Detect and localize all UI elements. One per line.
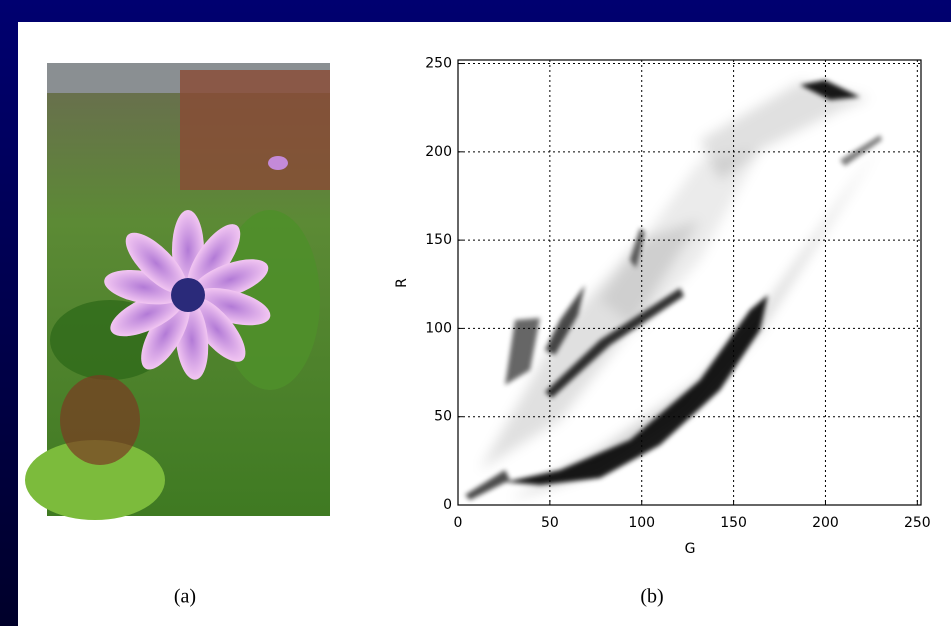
y-tick-label: 200 — [425, 144, 452, 160]
y-tick-label: 150 — [425, 232, 452, 248]
photo — [25, 63, 330, 520]
x-tick-label: 100 — [628, 515, 655, 531]
x-tick-label: 250 — [904, 515, 931, 531]
x-tick-label: 150 — [720, 515, 747, 531]
x-tick-label: 200 — [812, 515, 839, 531]
y-tick-label: 100 — [425, 320, 452, 336]
caption: (b) — [640, 586, 663, 608]
plot-frame — [457, 59, 922, 506]
y-tick-label: 250 — [425, 56, 452, 72]
y-axis-label: R — [394, 278, 410, 288]
caption: (a) — [174, 586, 196, 608]
y-tick-label: 0 — [443, 497, 452, 513]
x-axis-label: G — [685, 541, 696, 557]
y-tick-label: 50 — [434, 409, 452, 425]
axes: 0 50 100 150 200 250 0 50 100 150 200 250 — [425, 56, 930, 531]
x-tick-label: 50 — [541, 515, 559, 531]
x-tick-label: 0 — [454, 515, 463, 531]
